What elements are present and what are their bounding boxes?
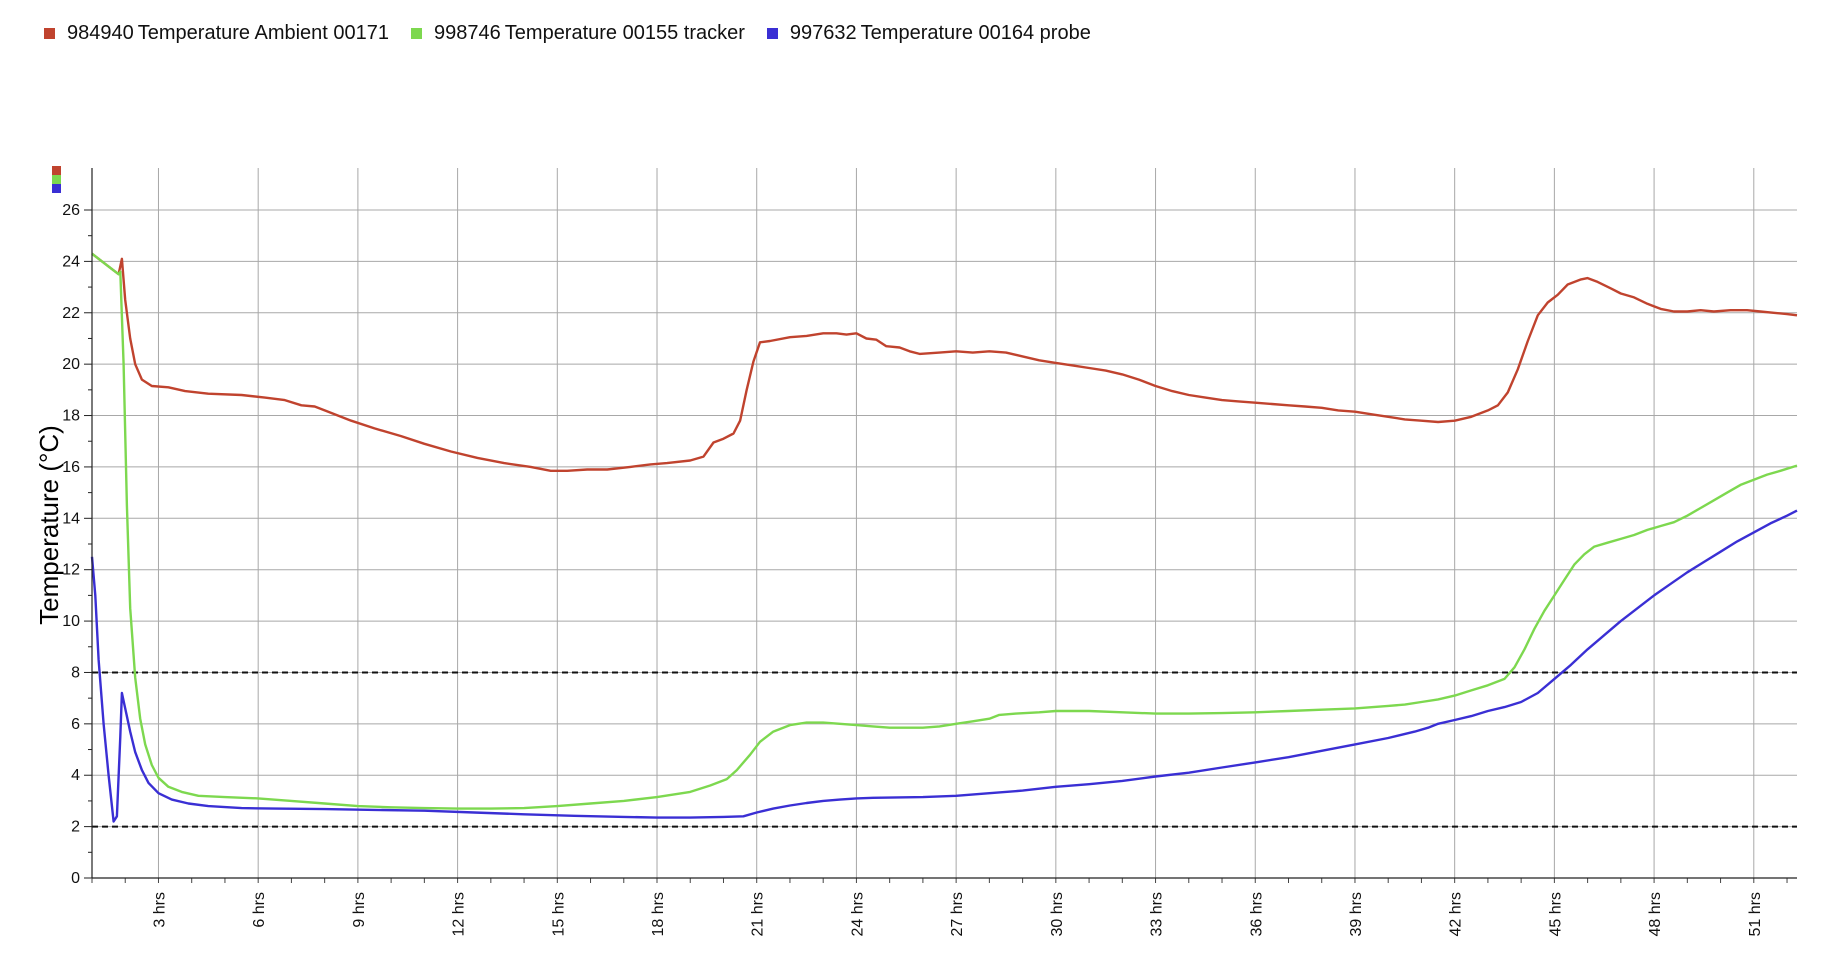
legend-swatch-probe bbox=[766, 28, 778, 39]
legend-id-ambient: 984940 bbox=[67, 22, 134, 44]
series-line-0 bbox=[91, 252, 1798, 472]
series-line-1 bbox=[91, 252, 1798, 810]
legend-item-tracker[interactable]: 998746 Temperature 00155 tracker bbox=[411, 22, 745, 45]
threshold-lines bbox=[92, 671, 1797, 828]
legend-id-tracker: 998746 bbox=[434, 22, 501, 44]
y-tick-label: 8 bbox=[71, 664, 80, 681]
grid bbox=[92, 168, 1797, 879]
legend-label-tracker: Temperature 00155 tracker bbox=[504, 22, 745, 44]
x-tick-label: 27 hrs bbox=[949, 892, 966, 936]
x-tick-label: 48 hrs bbox=[1647, 892, 1664, 936]
x-tick-label: 42 hrs bbox=[1448, 892, 1465, 936]
x-tick-label: 21 hrs bbox=[750, 892, 767, 936]
y-tick-label: 16 bbox=[62, 459, 80, 476]
x-tick-label: 6 hrs bbox=[251, 892, 268, 928]
x-tick-label: 12 hrs bbox=[451, 892, 468, 936]
x-tick-label: 30 hrs bbox=[1049, 892, 1066, 936]
legend-item-ambient[interactable]: 984940 Temperature Ambient 00171 bbox=[44, 22, 389, 45]
legend-label-probe: Temperature 00164 probe bbox=[860, 22, 1091, 44]
x-tick-label: 39 hrs bbox=[1348, 892, 1365, 936]
y-tick-label: 12 bbox=[62, 562, 80, 579]
x-tick-label: 15 hrs bbox=[550, 892, 567, 936]
y-tick-label: 22 bbox=[62, 305, 80, 322]
y-tick-label: 0 bbox=[71, 870, 80, 887]
x-tick-label: 45 hrs bbox=[1547, 892, 1564, 936]
x-tick-label: 18 hrs bbox=[650, 892, 667, 936]
legend-item-probe[interactable]: 997632 Temperature 00164 probe bbox=[766, 22, 1091, 45]
x-tick-label: 33 hrs bbox=[1149, 892, 1166, 936]
series-color-markers bbox=[52, 166, 61, 193]
y-tick-label: 14 bbox=[62, 510, 80, 527]
legend-id-probe: 997632 bbox=[789, 22, 857, 44]
series-line-2 bbox=[90, 509, 1798, 823]
series-marker-0 bbox=[52, 166, 61, 175]
x-tick-label: 3 hrs bbox=[151, 892, 168, 928]
y-tick-label: 20 bbox=[62, 356, 80, 373]
legend-swatch-ambient bbox=[44, 28, 55, 39]
x-tick-label: 9 hrs bbox=[351, 892, 368, 928]
series-lines bbox=[90, 252, 1798, 823]
y-axis-label: Temperature (°C) bbox=[34, 425, 64, 625]
y-tick-label: 26 bbox=[62, 202, 80, 219]
x-tick-label: 36 hrs bbox=[1248, 892, 1265, 936]
x-tick-label: 51 hrs bbox=[1747, 892, 1764, 936]
x-tick-label: 24 hrs bbox=[849, 892, 866, 936]
chart-legend: 984940 Temperature Ambient 00171 998746 … bbox=[44, 22, 1113, 45]
legend-label-ambient: Temperature Ambient 00171 bbox=[137, 22, 390, 44]
legend-swatch-tracker bbox=[411, 28, 423, 39]
series-marker-1 bbox=[52, 175, 61, 184]
y-tick-label: 2 bbox=[71, 819, 80, 836]
series-marker-2 bbox=[52, 184, 61, 193]
y-tick-label: 6 bbox=[71, 716, 80, 733]
y-tick-label: 4 bbox=[71, 767, 80, 784]
y-tick-label: 24 bbox=[62, 253, 80, 270]
y-tick-label: 10 bbox=[62, 613, 80, 630]
y-tick-label: 18 bbox=[62, 408, 80, 425]
